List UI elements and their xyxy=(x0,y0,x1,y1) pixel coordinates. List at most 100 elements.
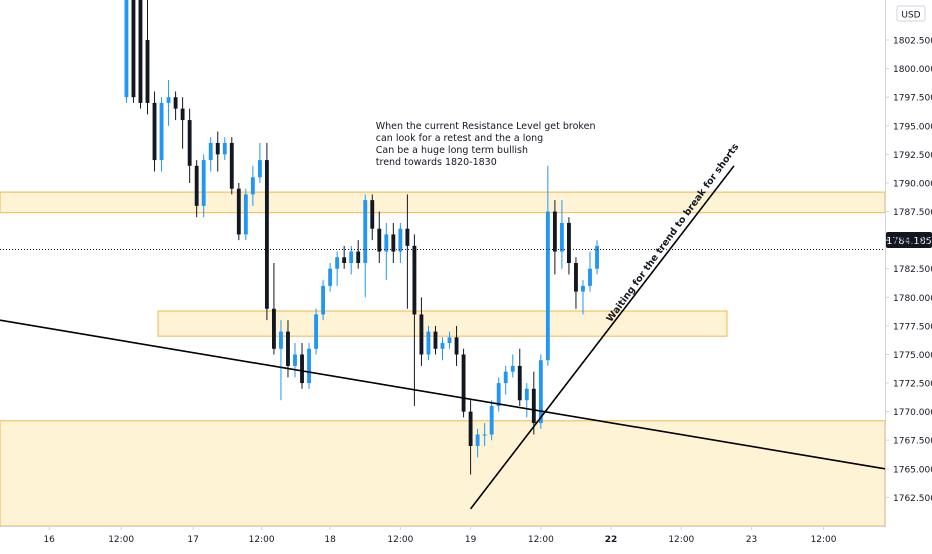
candle-15 xyxy=(229,137,234,195)
candle-14 xyxy=(222,137,227,161)
candle-60 xyxy=(545,165,550,366)
x-tick-label-2: 17 xyxy=(187,535,198,545)
candle-body xyxy=(222,142,227,155)
y-tick-label-0: 1762.500 xyxy=(893,494,932,504)
candle-4 xyxy=(152,91,157,172)
candle-25 xyxy=(300,343,304,389)
y-tick-label-10: 1787.500 xyxy=(893,208,932,218)
candle-body xyxy=(503,371,508,384)
y-tick-label-6: 1777.500 xyxy=(893,322,932,332)
trendlines-layer xyxy=(0,165,886,510)
current-price-tag xyxy=(886,232,932,248)
y-tick-label-12: 1792.500 xyxy=(893,151,932,161)
zone-0 xyxy=(0,191,886,214)
candle-19 xyxy=(257,142,262,183)
candle-53 xyxy=(496,377,501,412)
candle-body xyxy=(468,411,473,446)
y-tick-label-4: 1772.500 xyxy=(893,380,932,390)
candle-body xyxy=(300,354,304,384)
candle-56 xyxy=(517,348,522,406)
candle-body xyxy=(194,165,199,206)
currency-label: USD xyxy=(901,11,920,21)
candle-42 xyxy=(419,297,424,366)
candle-55 xyxy=(510,354,515,378)
candle-65 xyxy=(581,280,585,315)
zone-1 xyxy=(157,310,728,337)
candle-body xyxy=(475,434,480,446)
trendline-0[interactable] xyxy=(0,319,886,470)
candle-32 xyxy=(349,245,354,275)
candle-51 xyxy=(482,423,487,446)
candle-body xyxy=(412,245,417,315)
candle-36 xyxy=(377,211,382,263)
x-tick-label-11: 12:00 xyxy=(811,535,837,545)
currency-badge[interactable] xyxy=(896,5,926,22)
candle-5 xyxy=(159,97,164,172)
candle-6 xyxy=(166,80,171,126)
candle-body xyxy=(363,200,368,263)
zone-2 xyxy=(0,420,886,527)
candle-body xyxy=(349,251,354,263)
annotation-note-line-3: trend towards 1820-1830 xyxy=(376,157,497,168)
candle-body xyxy=(356,251,361,263)
x-tick-label-5: 12:00 xyxy=(387,535,413,545)
candle-21 xyxy=(271,263,276,355)
candle-body xyxy=(510,365,515,372)
x-tick-label-3: 12:00 xyxy=(249,535,275,545)
annotation-note-line-2: Can be a huge long term bullish xyxy=(376,145,528,156)
candle-body xyxy=(377,228,382,252)
candle-body xyxy=(461,354,466,412)
candle-body xyxy=(250,177,255,195)
candle-body xyxy=(370,200,375,229)
annotation-note-line-0: When the current Resistance Level get br… xyxy=(376,121,596,132)
candle-18 xyxy=(250,165,255,206)
candle-31 xyxy=(342,245,347,269)
candle-24 xyxy=(293,343,297,378)
x-tick-label-6: 19 xyxy=(465,535,477,545)
y-tick-label-5: 1775.000 xyxy=(893,351,932,361)
candle-body xyxy=(419,314,424,355)
candle-57 xyxy=(524,383,529,418)
candle-body xyxy=(447,337,452,344)
candle-body xyxy=(229,142,234,189)
candle-54 xyxy=(503,365,508,395)
trendline-1[interactable] xyxy=(469,165,735,510)
candle-body xyxy=(328,268,333,286)
candle-body xyxy=(489,405,494,435)
candle-body xyxy=(159,102,164,161)
candle-body xyxy=(138,0,143,103)
candle-50 xyxy=(475,428,480,458)
candle-body xyxy=(201,160,206,206)
candle-body xyxy=(545,211,550,361)
candle-33 xyxy=(356,240,361,269)
annotation-note-line-1: can look for a retest and the a long xyxy=(376,133,543,144)
candle-10 xyxy=(194,160,199,218)
candle-12 xyxy=(208,137,213,172)
candle-body xyxy=(187,120,192,166)
candle-47 xyxy=(454,325,459,366)
candle-body xyxy=(293,354,297,366)
y-tick-label-3: 1770.000 xyxy=(893,408,932,418)
candle-13 xyxy=(215,131,220,172)
current-price-tag-label: 1784.185 xyxy=(886,236,931,247)
candle-body xyxy=(517,365,522,401)
candle-body xyxy=(588,268,592,286)
candle-body xyxy=(335,257,340,269)
candle-body xyxy=(180,108,185,121)
candle-26 xyxy=(307,343,311,389)
candle-49 xyxy=(468,400,473,475)
candle-body xyxy=(405,228,410,246)
x-tick-label-9: 12:00 xyxy=(668,535,694,545)
candle-body xyxy=(279,331,283,349)
y-tick-label-13: 1795.000 xyxy=(893,122,932,132)
candle-body xyxy=(286,331,290,366)
candle-body xyxy=(321,285,326,315)
candle-38 xyxy=(391,222,396,263)
candle-58 xyxy=(531,371,536,435)
candle-body xyxy=(433,331,438,349)
y-tick-label-14: 1797.500 xyxy=(893,94,932,104)
candle-39 xyxy=(398,222,403,263)
